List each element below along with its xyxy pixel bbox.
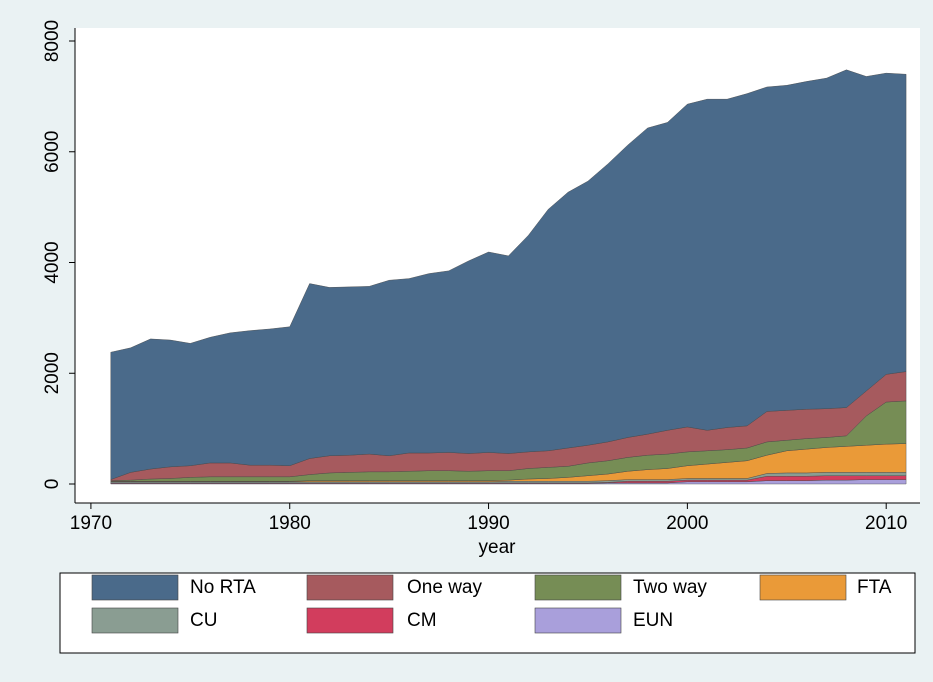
legend-swatch: [306, 574, 394, 601]
y-tick-label: 2000: [42, 352, 63, 394]
y-tick-label: 4000: [42, 241, 63, 283]
x-axis-label: year: [479, 537, 517, 558]
legend-label: CU: [190, 610, 217, 631]
x-tick-label: 2010: [865, 513, 907, 534]
legend-swatch: [759, 574, 847, 601]
legend-swatch: [534, 607, 622, 634]
y-tick-label: 0: [42, 479, 63, 490]
legend-label: No RTA: [190, 577, 256, 598]
x-tick-label: 1970: [70, 513, 112, 534]
x-tick-label: 2000: [666, 513, 708, 534]
area: [110, 69, 907, 480]
y-tick-label: 6000: [42, 131, 63, 173]
legend-swatch: [91, 574, 179, 601]
legend-swatch: [534, 574, 622, 601]
legend-label: One way: [407, 577, 482, 598]
y-tick-label: 8000: [42, 20, 63, 62]
legend-swatch: [91, 607, 179, 634]
legend-label: Two way: [633, 577, 707, 598]
legend-swatch: [306, 607, 394, 634]
x-tick-label: 1980: [269, 513, 311, 534]
legend-label: CM: [407, 610, 437, 631]
x-tick-label: 1990: [467, 513, 509, 534]
legend-label: EUN: [633, 610, 673, 631]
legend-label: FTA: [857, 577, 892, 598]
